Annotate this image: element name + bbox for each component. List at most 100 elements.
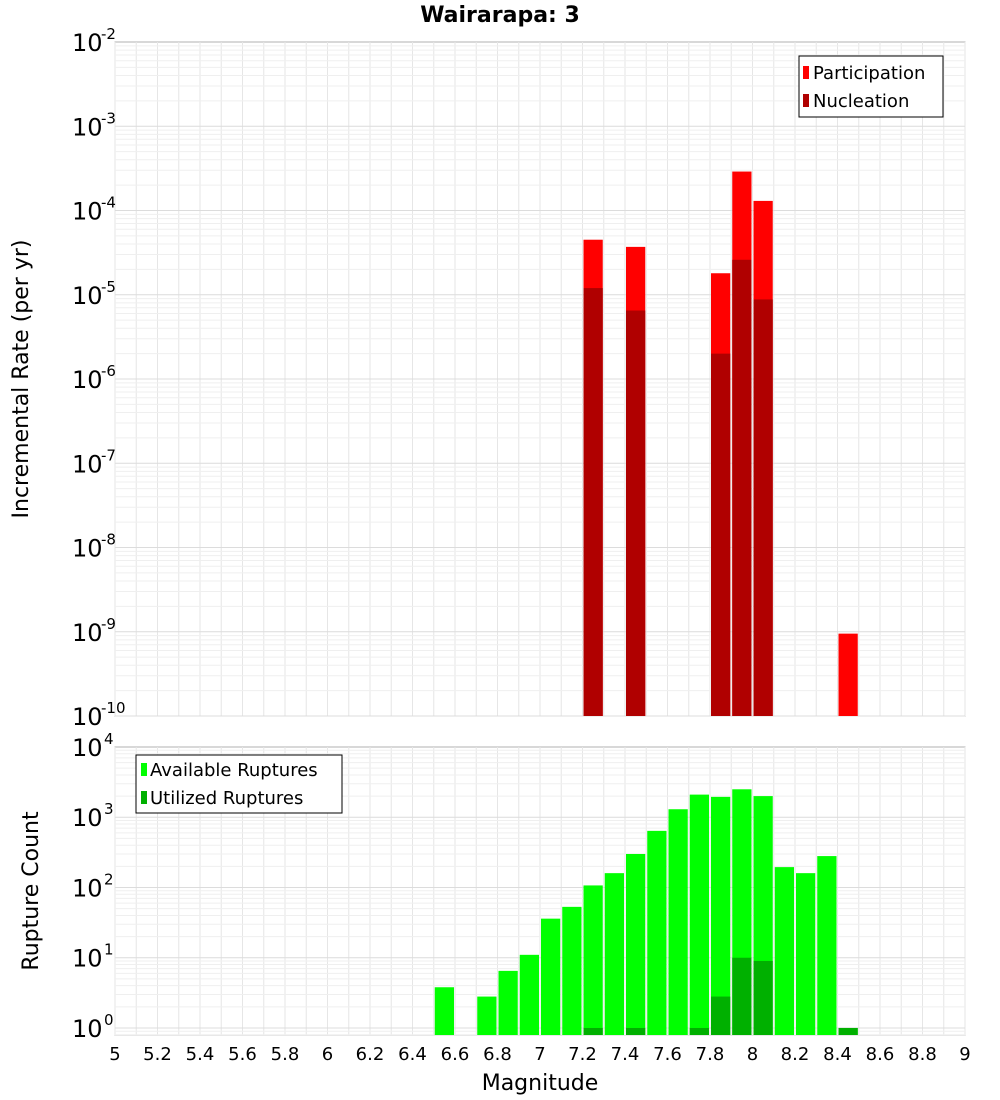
x-tick-label: 7 [534,1044,545,1065]
count-outer-bar [519,954,539,1035]
count-outer-bar [647,830,667,1035]
count-legend: Available Ruptures Utilized Ruptures [135,754,343,814]
count-inner-bar [753,960,773,1035]
x-tick-label: 6.2 [356,1044,385,1065]
count-inner-bar [838,1027,858,1035]
utilized-legend-swatch [141,791,147,804]
x-tick-label: 7.4 [611,1044,640,1065]
x-tick-label: 9 [959,1044,970,1065]
count-outer-bar [498,970,518,1035]
x-tick-label: 5.8 [271,1044,300,1065]
rate-legend: Participation Nucleation [798,55,944,118]
x-tick-label: 8.8 [908,1044,937,1065]
y-tick-base: 10 [72,113,103,141]
count-outer-bar [668,809,688,1035]
y-tick-base: 10 [72,282,103,310]
y-tick-exponent: -3 [101,109,116,127]
count-x-ticks: 5 5.2 5.4 5.6 5.8 6 6.2 6.4 6.6 6.8 7 7.2 7.4 7.6 7.8 8… [109,1044,970,1065]
y-tick-exponent: -10 [101,699,126,717]
y-tick-exponent: -4 [101,194,116,212]
x-axis-label: Magnitude [482,1071,599,1096]
rate-y-ticks: 10-210-310-410-510-610-710-810-910-10 [72,25,126,731]
participation-legend-swatch [803,66,809,79]
rate-outer-bar [838,633,858,716]
count-legend-box [135,754,343,814]
y-tick-exponent: -7 [101,446,116,464]
rate-bars [583,171,858,716]
x-tick-label: 6 [322,1044,333,1065]
chart-title: Wairarapa: 3 [420,3,580,28]
count-inner-bar [626,1027,646,1035]
rate-inner-bar [711,353,731,716]
x-tick-label: 6.8 [483,1044,512,1065]
count-outer-bar [817,856,837,1035]
y-tick-exponent: 1 [104,941,114,959]
x-tick-label: 5.4 [186,1044,215,1065]
x-tick-label: 8.4 [823,1044,852,1065]
y-tick-base: 10 [72,945,103,973]
x-tick-label: 7.8 [696,1044,725,1065]
rate-inner-bar [753,299,773,716]
x-tick-label: 6.4 [398,1044,427,1065]
count-inner-bar [583,1027,603,1035]
y-tick-exponent: -5 [101,278,116,296]
nucleation-legend-swatch [803,94,809,107]
x-tick-label: 5.6 [228,1044,257,1065]
y-tick-base: 10 [72,366,103,394]
y-tick-base: 10 [72,29,103,57]
rate-panel: 10-210-310-410-510-610-710-810-910-10 In… [9,25,966,731]
x-tick-label: 8.2 [781,1044,810,1065]
y-tick-exponent: 4 [104,730,114,748]
count-outer-bar [711,796,731,1035]
count-grid [114,747,966,1036]
available-legend-label: Available Ruptures [150,760,318,781]
count-outer-bar [796,873,816,1035]
count-bars [434,789,858,1035]
x-tick-label: 7.6 [653,1044,682,1065]
x-tick-label: 5.2 [143,1044,172,1065]
rate-grid [114,42,966,717]
y-tick-exponent: 3 [104,800,114,818]
x-tick-label: 5 [109,1044,120,1065]
count-outer-bar [541,918,561,1035]
y-tick-exponent: -8 [101,531,116,549]
count-outer-bar [604,873,624,1035]
y-tick-exponent: 0 [104,1011,114,1029]
x-tick-label: 7.2 [568,1044,597,1065]
count-outer-bar [562,906,582,1035]
count-outer-bar [626,853,646,1035]
count-inner-bar [689,1027,709,1035]
count-y-axis-label: Rupture Count [19,811,44,971]
rate-inner-bar [626,310,646,716]
count-outer-bar [774,867,794,1035]
x-tick-label: 6.6 [441,1044,470,1065]
rate-inner-bar [732,259,752,716]
y-tick-base: 10 [72,198,103,226]
y-tick-base: 10 [72,535,103,563]
y-tick-base: 10 [72,450,103,478]
count-outer-bar [477,996,497,1035]
y-tick-exponent: -6 [101,362,116,380]
rate-y-axis-label: Incremental Rate (per yr) [9,240,34,519]
y-tick-exponent: 2 [104,870,114,888]
rate-inner-bar [583,288,603,716]
count-outer-bar [583,885,603,1035]
count-outer-bar [434,987,454,1035]
nucleation-legend-label: Nucleation [813,91,909,112]
count-outer-bar [689,794,709,1035]
utilized-legend-label: Utilized Ruptures [150,788,303,809]
rate-legend-box [798,55,944,118]
y-tick-base: 10 [72,874,103,902]
y-tick-exponent: -2 [101,25,116,43]
y-tick-exponent: -9 [101,615,116,633]
count-inner-bar [711,996,731,1035]
available-legend-swatch [141,763,147,776]
x-tick-label: 8.6 [866,1044,895,1065]
y-tick-base: 10 [72,1015,103,1043]
x-tick-label: 8 [747,1044,758,1065]
y-tick-base: 10 [72,734,103,762]
participation-legend-label: Participation [813,63,925,84]
